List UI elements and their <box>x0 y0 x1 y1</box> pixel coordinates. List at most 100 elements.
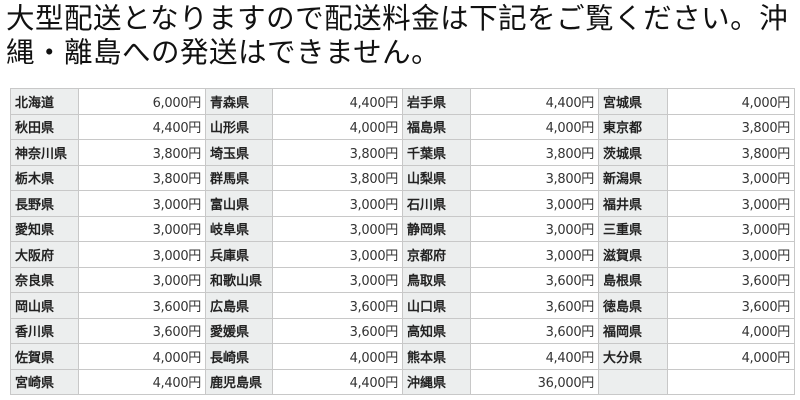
prefecture-name: 北海道 <box>10 88 79 115</box>
shipping-price: 4,000円 <box>78 343 206 370</box>
prefecture-name: 福井県 <box>598 190 668 217</box>
prefecture-name: 東京都 <box>598 113 668 140</box>
prefecture-name: 宮城県 <box>598 88 668 115</box>
shipping-price: 4,400円 <box>78 113 206 140</box>
table-row: 大阪府 3,000円 兵庫県 3,000円 京都府 3,000円 滋賀県 3,000円 <box>10 241 795 268</box>
prefecture-name: 三重県 <box>598 215 668 242</box>
shipping-price: 3,800円 <box>78 139 206 166</box>
table-row: 北海道 6,000円 青森県 4,400円 岩手県 4,400円 宮城県 4,000円 <box>10 88 795 115</box>
shipping-price: 3,800円 <box>78 164 206 191</box>
prefecture-name: 岐阜県 <box>205 215 273 242</box>
prefecture-name: 新潟県 <box>598 164 668 191</box>
prefecture-name: 秋田県 <box>10 113 79 140</box>
prefecture-name: 茨城県 <box>598 139 668 166</box>
prefecture-name: 岩手県 <box>402 88 471 115</box>
shipping-price: 3,600円 <box>667 266 795 293</box>
shipping-price: 4,000円 <box>667 88 795 115</box>
shipping-price: 4,000円 <box>272 113 403 140</box>
shipping-price: 3,600円 <box>470 317 599 344</box>
table-row: 神奈川県 3,800円 埼玉県 3,800円 千葉県 3,800円 茨城県 3,800円 <box>10 139 795 166</box>
prefecture-name: 石川県 <box>402 190 471 217</box>
prefecture-name: 島根県 <box>598 266 668 293</box>
table-row: 香川県 3,600円 愛媛県 3,600円 高知県 3,600円 福岡県 4,000円 <box>10 317 795 344</box>
shipping-price: 3,000円 <box>78 215 206 242</box>
table-row: 岡山県 3,600円 広島県 3,600円 山口県 3,600円 徳島県 3,600円 <box>10 292 795 319</box>
shipping-price: 3,600円 <box>78 292 206 319</box>
prefecture-name: 山梨県 <box>402 164 471 191</box>
shipping-price: 3,600円 <box>470 292 599 319</box>
prefecture-name: 神奈川県 <box>10 139 79 166</box>
shipping-price: 3,000円 <box>667 190 795 217</box>
shipping-price: 3,800円 <box>470 139 599 166</box>
prefecture-name: 鳥取県 <box>402 266 471 293</box>
prefecture-name: 鹿児島県 <box>205 368 273 395</box>
table-row: 宮崎県 4,400円 鹿児島県 4,400円 沖縄県 36,000円 <box>10 368 795 395</box>
prefecture-name: 埼玉県 <box>205 139 273 166</box>
shipping-price: 3,000円 <box>272 266 403 293</box>
prefecture-name: 山形県 <box>205 113 273 140</box>
shipping-price: 4,400円 <box>78 368 206 395</box>
shipping-price: 3,000円 <box>272 190 403 217</box>
prefecture-name: 香川県 <box>10 317 79 344</box>
prefecture-name: 福島県 <box>402 113 471 140</box>
shipping-price: 3,000円 <box>272 215 403 242</box>
prefecture-name: 静岡県 <box>402 215 471 242</box>
shipping-price: 4,000円 <box>470 113 599 140</box>
prefecture-name: 兵庫県 <box>205 241 273 268</box>
shipping-price: 3,000円 <box>470 241 599 268</box>
shipping-price: 3,000円 <box>470 215 599 242</box>
prefecture-name <box>598 368 668 395</box>
prefecture-name: 京都府 <box>402 241 471 268</box>
shipping-price: 3,800円 <box>272 139 403 166</box>
shipping-price: 6,000円 <box>78 88 206 115</box>
shipping-price: 4,400円 <box>470 343 599 370</box>
shipping-price: 3,000円 <box>667 164 795 191</box>
prefecture-name: 広島県 <box>205 292 273 319</box>
shipping-price: 4,400円 <box>470 88 599 115</box>
prefecture-name: 愛媛県 <box>205 317 273 344</box>
shipping-price: 36,000円 <box>470 368 599 395</box>
shipping-price: 3,000円 <box>78 241 206 268</box>
prefecture-name: 青森県 <box>205 88 273 115</box>
shipping-price: 3,000円 <box>667 241 795 268</box>
shipping-price: 3,000円 <box>272 241 403 268</box>
shipping-price: 4,000円 <box>272 343 403 370</box>
prefecture-name: 岡山県 <box>10 292 79 319</box>
prefecture-name: 富山県 <box>205 190 273 217</box>
prefecture-name: 長野県 <box>10 190 79 217</box>
table-row: 長野県 3,000円 富山県 3,000円 石川県 3,000円 福井県 3,000円 <box>10 190 795 217</box>
prefecture-name: 滋賀県 <box>598 241 668 268</box>
prefecture-name: 千葉県 <box>402 139 471 166</box>
shipping-price: 4,000円 <box>667 343 795 370</box>
shipping-price: 3,000円 <box>78 266 206 293</box>
shipping-price: 3,800円 <box>470 164 599 191</box>
shipping-price <box>667 368 795 395</box>
prefecture-name: 佐賀県 <box>10 343 79 370</box>
shipping-price: 3,000円 <box>667 215 795 242</box>
prefecture-name: 福岡県 <box>598 317 668 344</box>
table-row: 奈良県 3,000円 和歌山県 3,000円 鳥取県 3,600円 島根県 3,600円 <box>10 266 795 293</box>
shipping-price: 3,600円 <box>78 317 206 344</box>
prefecture-name: 沖縄県 <box>402 368 471 395</box>
shipping-price: 3,800円 <box>272 164 403 191</box>
prefecture-name: 和歌山県 <box>205 266 273 293</box>
shipping-price: 4,000円 <box>667 317 795 344</box>
shipping-notice: 大型配送となりますので配送料金は下記をご覧ください。沖縄・離島への発送はできませ… <box>6 2 789 69</box>
shipping-price: 3,600円 <box>272 317 403 344</box>
shipping-price: 4,400円 <box>272 368 403 395</box>
table-row: 愛知県 3,000円 岐阜県 3,000円 静岡県 3,000円 三重県 3,000円 <box>10 215 795 242</box>
prefecture-name: 栃木県 <box>10 164 79 191</box>
prefecture-name: 大阪府 <box>10 241 79 268</box>
shipping-price: 3,800円 <box>667 139 795 166</box>
shipping-price: 3,000円 <box>470 190 599 217</box>
shipping-price: 4,400円 <box>272 88 403 115</box>
prefecture-name: 愛知県 <box>10 215 79 242</box>
prefecture-name: 大分県 <box>598 343 668 370</box>
shipping-price: 3,600円 <box>667 292 795 319</box>
prefecture-name: 熊本県 <box>402 343 471 370</box>
prefecture-name: 徳島県 <box>598 292 668 319</box>
shipping-price: 3,000円 <box>78 190 206 217</box>
table-row: 秋田県 4,400円 山形県 4,000円 福島県 4,000円 東京都 3,800円 <box>10 113 795 140</box>
table-row: 佐賀県 4,000円 長崎県 4,000円 熊本県 4,400円 大分県 4,000円 <box>10 343 795 370</box>
prefecture-name: 群馬県 <box>205 164 273 191</box>
